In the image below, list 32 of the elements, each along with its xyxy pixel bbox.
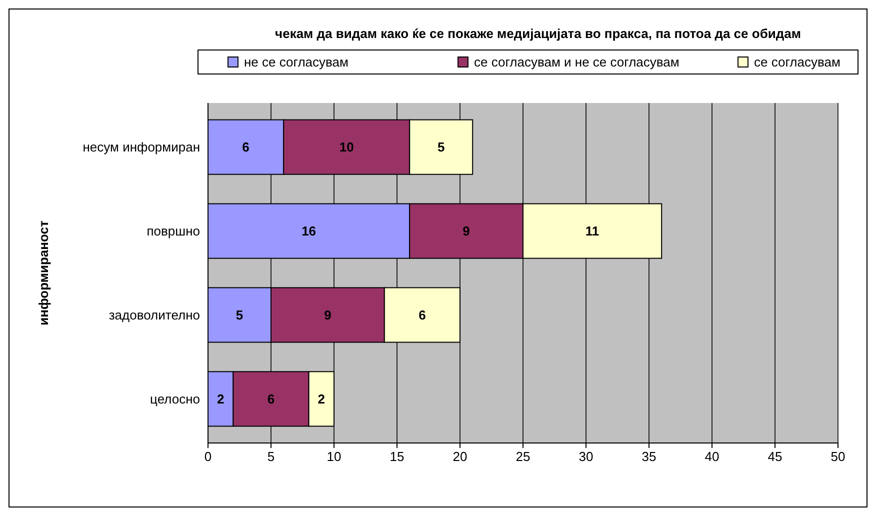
- data-label: 2: [216, 391, 224, 406]
- x-tick-label: 50: [830, 449, 846, 464]
- data-label: 9: [462, 224, 470, 239]
- legend-label: се согласувам и не се согласувам: [474, 54, 680, 70]
- data-label: 16: [302, 224, 316, 239]
- data-label: 5: [437, 140, 445, 155]
- x-tick-label: 20: [452, 449, 468, 464]
- data-label: 6: [267, 391, 275, 406]
- data-label: 9: [324, 308, 332, 323]
- x-tick-label: 5: [267, 449, 275, 464]
- x-tick-label: 40: [704, 449, 720, 464]
- x-tick-label: 30: [578, 449, 594, 464]
- x-tick-label: 0: [204, 449, 212, 464]
- chart-title: чекам да видам како ќе се покаже медијацијата во пракса, па потоа да се обидам: [275, 26, 801, 41]
- y-tick-label: површно: [146, 224, 200, 239]
- y-axis-title: информираност: [36, 220, 51, 326]
- x-tick-label: 15: [390, 449, 404, 464]
- data-label: 11: [585, 224, 600, 239]
- y-tick-label: задоволително: [108, 308, 200, 323]
- data-label: 10: [339, 140, 354, 155]
- data-label: 6: [418, 308, 426, 323]
- data-label: 2: [318, 391, 326, 406]
- x-tick-label: 45: [768, 449, 782, 464]
- x-tick-label: 35: [642, 449, 656, 464]
- legend-label: се согласувам: [754, 54, 840, 70]
- y-tick-label: целосно: [150, 391, 200, 406]
- data-label: 5: [236, 308, 244, 323]
- x-tick-label: 10: [326, 449, 342, 464]
- data-label: 6: [242, 140, 250, 155]
- y-tick-label: несум информиран: [82, 140, 200, 155]
- x-tick-label: 25: [516, 449, 530, 464]
- legend-label: не се согласувам: [244, 54, 348, 70]
